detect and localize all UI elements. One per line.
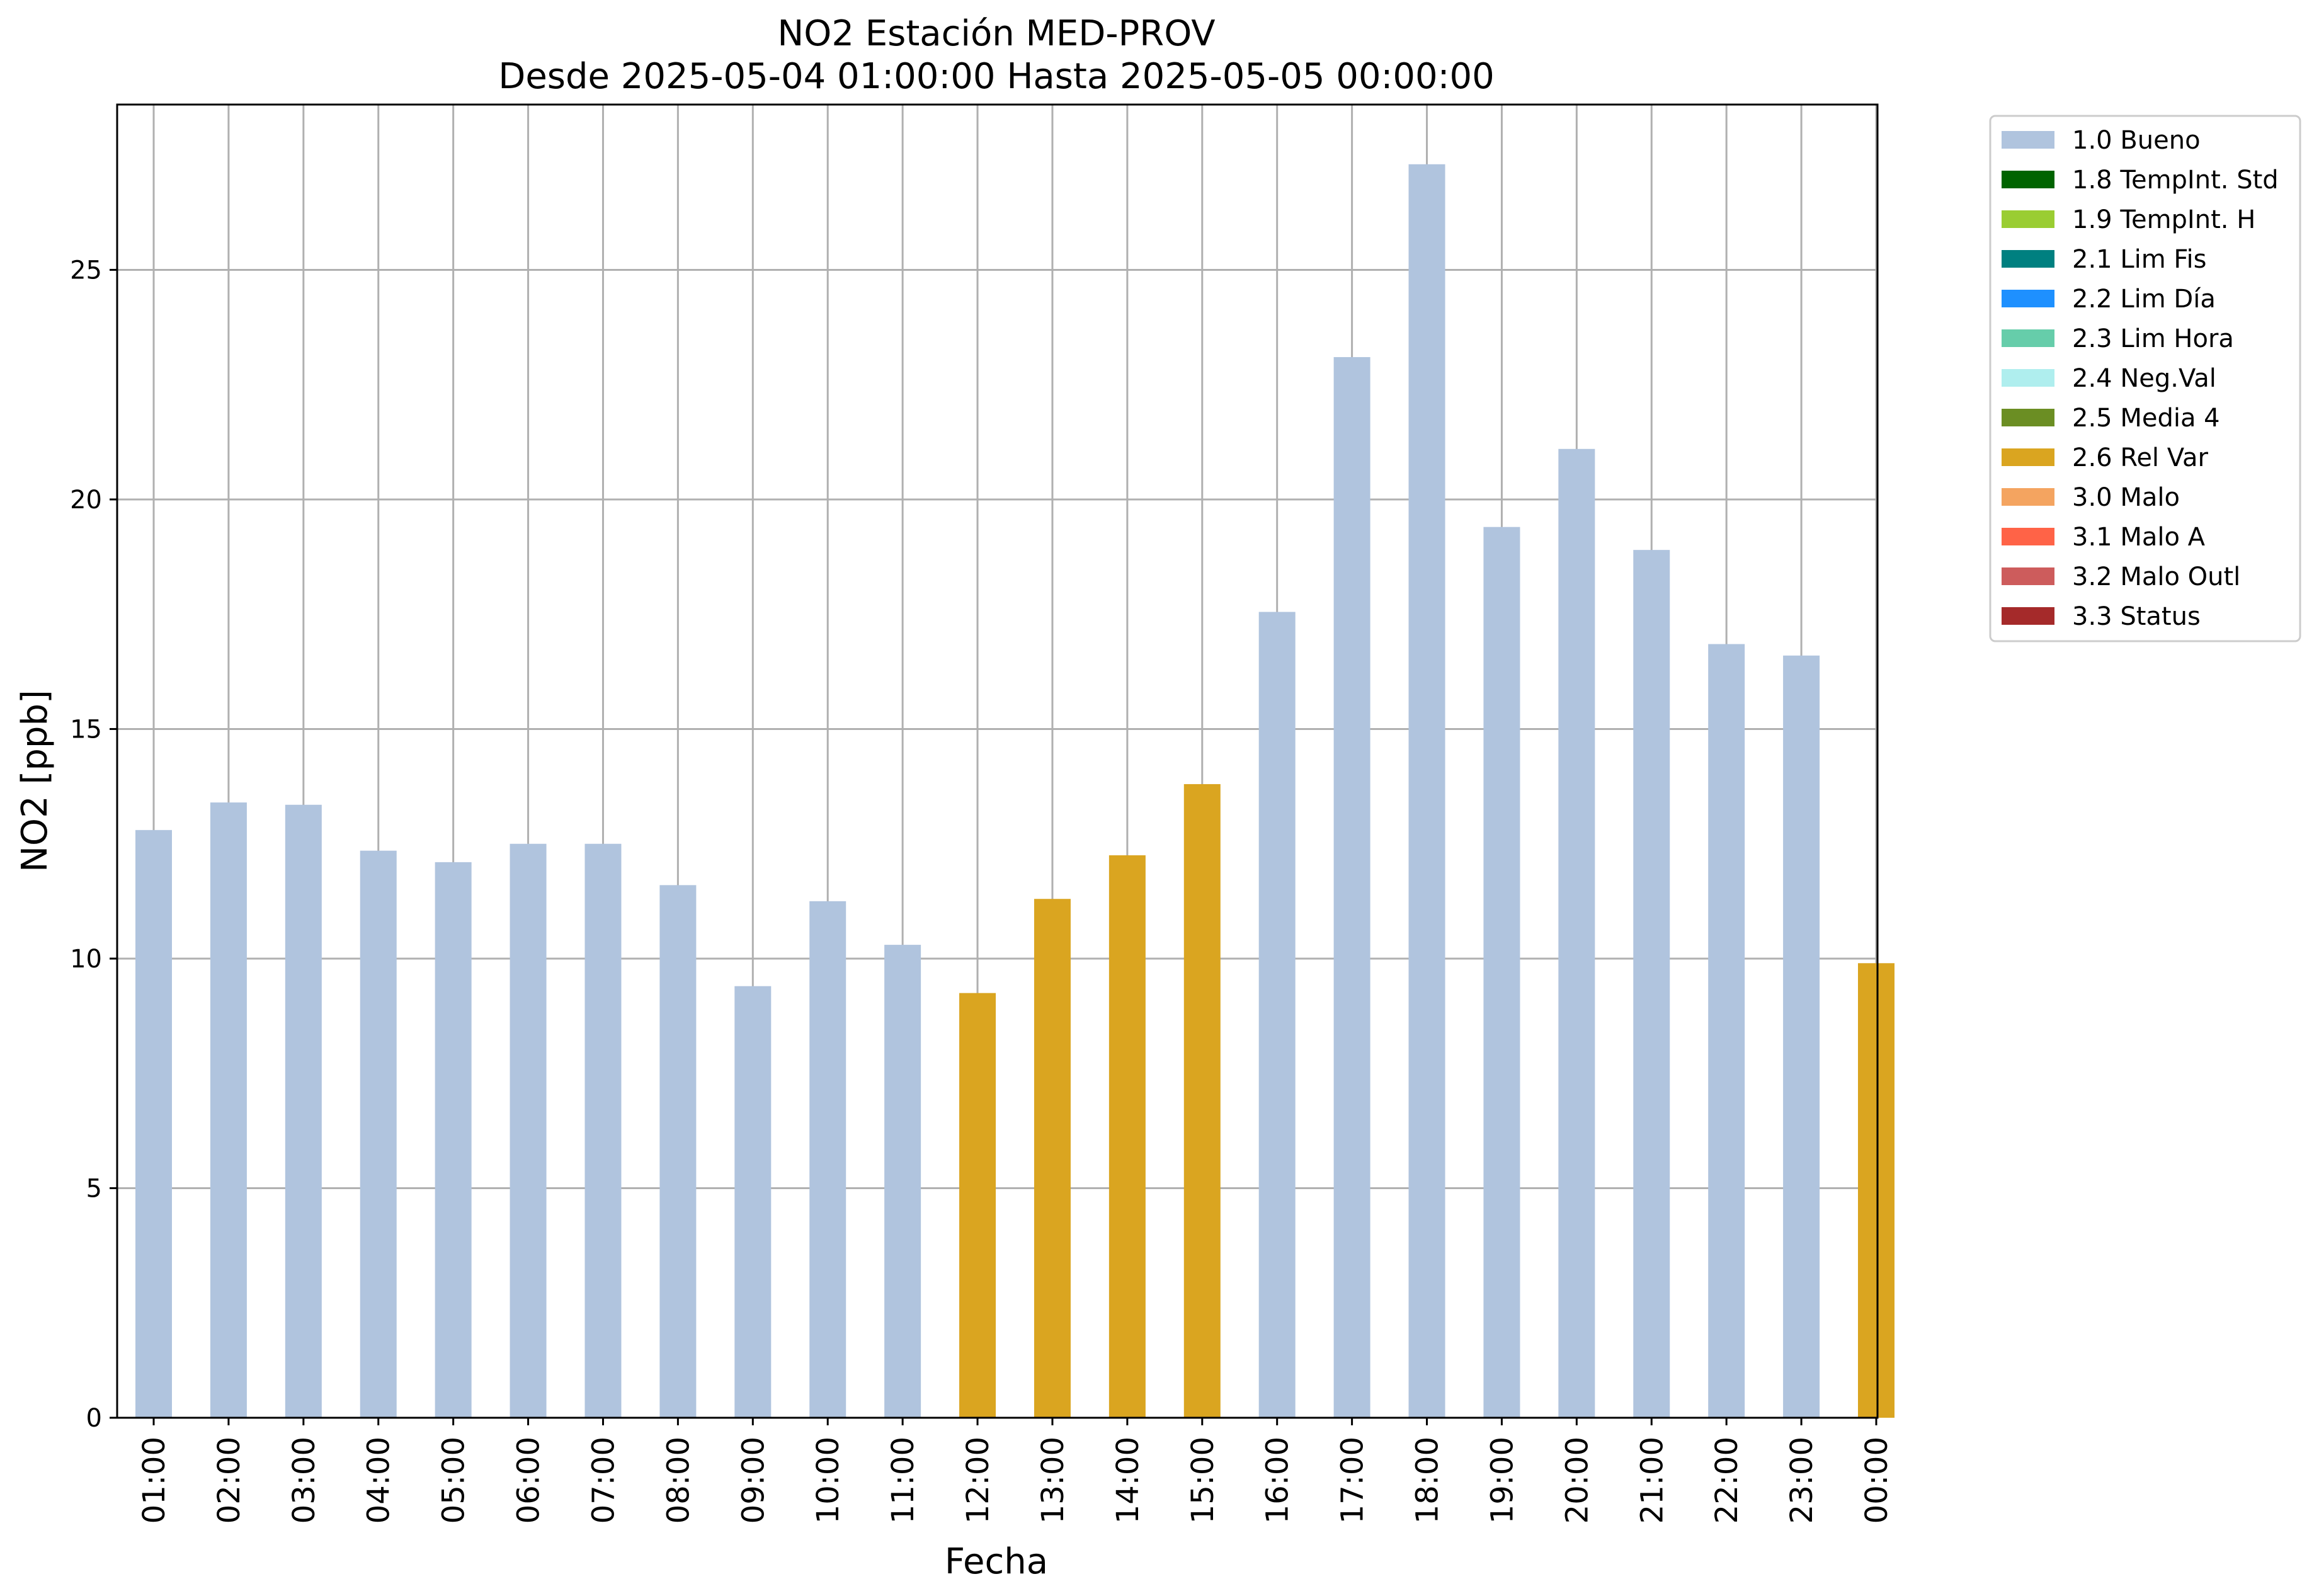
x-tick-label: 04:00 — [362, 1437, 397, 1524]
x-tick-label: 19:00 — [1484, 1437, 1520, 1524]
bar — [435, 862, 472, 1418]
plot-frame — [116, 103, 1879, 1419]
x-tick-label: 10:00 — [811, 1437, 846, 1524]
legend-label: 2.3 Lim Hora — [2072, 324, 2234, 353]
bar — [210, 802, 247, 1418]
legend-label: 2.2 Lim Día — [2072, 285, 2216, 314]
legend-label: 3.2 Malo Outl — [2072, 562, 2240, 591]
legend-label: 1.9 TempInt. H — [2072, 205, 2255, 234]
bar — [1633, 550, 1670, 1418]
x-tick-label: 16:00 — [1260, 1437, 1296, 1524]
legend-swatch — [2002, 210, 2054, 228]
legend-label: 1.0 Bueno — [2072, 126, 2201, 155]
bar — [1183, 784, 1221, 1418]
x-tick-label: 22:00 — [1709, 1437, 1745, 1524]
bar — [1858, 963, 1895, 1418]
legend-swatch — [2002, 488, 2054, 506]
x-tick-label: 21:00 — [1634, 1437, 1670, 1524]
legend-swatch — [2002, 448, 2054, 466]
legend-label: 2.4 Neg.Val — [2072, 364, 2216, 393]
legend-swatch — [2002, 369, 2054, 387]
legend-swatch — [2002, 290, 2054, 307]
bar — [1483, 527, 1520, 1418]
x-tick-label: 14:00 — [1110, 1437, 1146, 1524]
legend-label: 3.3 Status — [2072, 602, 2201, 631]
y-tick-label: 20 — [70, 486, 102, 515]
bar — [809, 901, 846, 1418]
legend-swatch — [2002, 250, 2054, 268]
y-tick-label: 10 — [70, 945, 102, 974]
legend-label: 2.1 Lim Fis — [2072, 245, 2206, 274]
y-tick-label: 0 — [86, 1404, 102, 1433]
y-tick-label: 5 — [86, 1174, 102, 1203]
bar — [884, 945, 921, 1418]
x-tick-label: 17:00 — [1335, 1437, 1370, 1524]
bar — [135, 829, 172, 1418]
bar — [1258, 612, 1296, 1418]
x-tick-label: 20:00 — [1559, 1437, 1595, 1524]
y-tick-label: 25 — [70, 256, 102, 285]
x-tick-label: 12:00 — [960, 1437, 996, 1524]
legend-swatch — [2002, 409, 2054, 426]
x-tick-label: 06:00 — [511, 1437, 547, 1524]
x-tick-label: 23:00 — [1784, 1437, 1820, 1524]
bar — [959, 993, 996, 1418]
x-tick-label: 02:00 — [212, 1437, 247, 1524]
x-tick-label: 13:00 — [1035, 1437, 1071, 1524]
legend-frame — [1989, 115, 2301, 642]
chart-title: NO2 Estación MED-PROV — [777, 13, 1215, 54]
bar — [360, 850, 397, 1418]
bar — [1333, 356, 1370, 1418]
chart-subtitle: Desde 2025-05-04 01:00:00 Hasta 2025-05-… — [498, 56, 1495, 97]
y-axis-label: NO2 [ppb] — [14, 690, 55, 872]
bar — [1108, 855, 1146, 1418]
legend-label: 1.8 TempInt. Std — [2072, 166, 2279, 195]
x-tick-label: 11:00 — [886, 1437, 921, 1524]
bar — [584, 843, 622, 1418]
bar — [1034, 899, 1071, 1418]
x-tick-label: 05:00 — [436, 1437, 472, 1524]
x-axis-label: Fecha — [945, 1541, 1048, 1582]
x-tick-label: 01:00 — [137, 1437, 172, 1524]
x-tick-label: 07:00 — [586, 1437, 621, 1524]
legend-swatch — [2002, 567, 2054, 585]
legend-label: 2.5 Media 4 — [2072, 404, 2220, 433]
legend-swatch — [2002, 607, 2054, 625]
legend-swatch — [2002, 131, 2054, 149]
legend-swatch — [2002, 329, 2054, 347]
x-tick-label: 18:00 — [1410, 1437, 1445, 1524]
y-tick-label: 15 — [70, 715, 102, 744]
legend-label: 3.1 Malo A — [2072, 523, 2206, 552]
bar — [1708, 644, 1745, 1418]
legend-swatch — [2002, 171, 2054, 188]
bars — [135, 164, 1895, 1418]
legend-label: 3.0 Malo — [2072, 483, 2180, 512]
x-tick-label: 03:00 — [287, 1437, 322, 1524]
legend-swatch — [2002, 528, 2054, 545]
bar — [734, 986, 772, 1418]
bar — [510, 843, 547, 1418]
bar — [1783, 655, 1820, 1418]
y-axis-ticks: 0 5 10 15 20 25 — [70, 256, 117, 1433]
legend-label: 2.6 Rel Var — [2072, 443, 2209, 472]
x-tick-label: 00:00 — [1859, 1437, 1895, 1524]
x-tick-label: 09:00 — [736, 1437, 771, 1524]
x-tick-label: 08:00 — [661, 1437, 696, 1524]
bar — [1558, 448, 1595, 1418]
x-axis-ticks: 01:00 02:00 03:00 04:00 05:00 06:00 07:00 08:00… — [137, 1418, 1895, 1524]
bar — [659, 885, 697, 1418]
bar — [285, 804, 322, 1418]
x-tick-label: 15:00 — [1185, 1437, 1221, 1524]
legend: 1.0 Bueno 1.8 TempInt. Std 1.9 TempInt. H 2… — [1989, 115, 2301, 642]
bar — [1408, 164, 1445, 1418]
